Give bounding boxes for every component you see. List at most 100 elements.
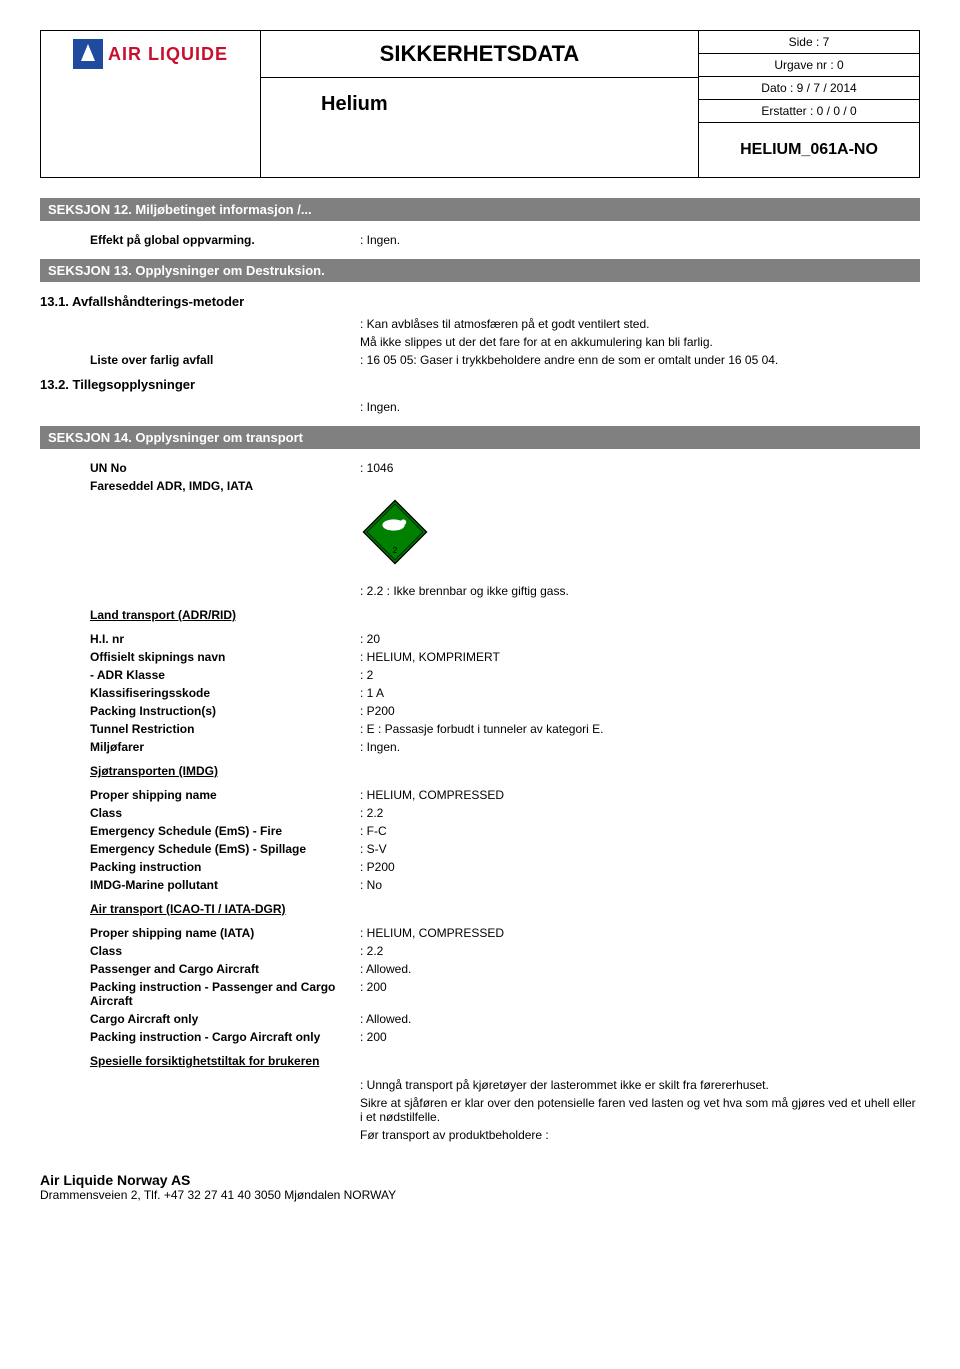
label-adr: - ADR Klasse (90, 668, 360, 682)
value-class: : 2.2 (360, 806, 920, 820)
label-fareseddel: Fareseddel ADR, IMDG, IATA (90, 479, 360, 493)
footer-address: Drammensveien 2, Tlf. +47 32 27 41 40 30… (40, 1188, 920, 1202)
label-packing: Packing Instruction(s) (90, 704, 360, 718)
row-ems-fire: Emergency Schedule (EmS) - Fire : F-C (90, 824, 920, 838)
header-container: AIR LIQUIDE SIKKERHETSDATA Helium Side :… (40, 30, 920, 178)
value-note2: Sikre at sjåføren er klar over den poten… (360, 1096, 920, 1124)
value-effekt: : Ingen. (360, 233, 920, 247)
value-packing-cargo: : 200 (360, 1030, 920, 1044)
value-cargo: : Allowed. (360, 1012, 920, 1026)
row-packing-instructions: Packing Instruction(s) : P200 (90, 704, 920, 718)
label-effekt: Effekt på global oppvarming. (90, 233, 360, 247)
label-empty-4 (90, 584, 360, 598)
row-adr-class: - ADR Klasse : 2 (90, 668, 920, 682)
row-un-no: UN No : 1046 (90, 461, 920, 475)
version-number: Urgave nr : 0 (699, 54, 919, 77)
value-packing: : P200 (360, 704, 920, 718)
value-pax: : Allowed. (360, 962, 920, 976)
section-13-2-content: : Ingen. (40, 400, 920, 414)
label-ems-fire: Emergency Schedule (EmS) - Fire (90, 824, 360, 838)
value-psn: : HELIUM, COMPRESSED (360, 788, 920, 802)
row-shipping-name: Offisielt skipnings navn : HELIUM, KOMPR… (90, 650, 920, 664)
section-13-header: SEKSJON 13. Opplysninger om Destruksion. (40, 259, 920, 282)
label-marine: IMDG-Marine pollutant (90, 878, 360, 892)
value-tillegs: : Ingen. (360, 400, 920, 414)
label-packing2: Packing instruction (90, 860, 360, 874)
label-packing-pax: Packing instruction - Passenger and Carg… (90, 980, 360, 1008)
value-klass: : 1 A (360, 686, 920, 700)
row-cargo-only: Cargo Aircraft only : Allowed. (90, 1012, 920, 1026)
value-ems-spill: : S-V (360, 842, 920, 856)
label-empty-7 (90, 1128, 360, 1142)
logo-text: AIR LIQUIDE (108, 44, 228, 65)
row-note3: Før transport av produktbeholdere : (90, 1128, 920, 1142)
value-note1: : Unngå transport på kjøretøyer der last… (360, 1078, 920, 1092)
special-precautions-heading: Spesielle forsiktighetstiltak for bruker… (90, 1054, 920, 1068)
value-tunnel: : E : Passasje forbudt i tunneler av kat… (360, 722, 920, 736)
label-empty-1 (90, 317, 360, 331)
document-title: SIKKERHETSDATA (261, 31, 698, 78)
row-class-imdg: Class : 2.2 (90, 806, 920, 820)
section-12-content: Effekt på global oppvarming. : Ingen. (40, 233, 920, 247)
row-hi-nr: H.I. nr : 20 (90, 632, 920, 646)
document-id: HELIUM_061A-NO (699, 123, 919, 177)
label-klass: Klassifiseringsskode (90, 686, 360, 700)
row-class-desc: : 2.2 : Ikke brennbar og ikke giftig gas… (90, 584, 920, 598)
row-packing-cargo: Packing instruction - Cargo Aircraft onl… (90, 1030, 920, 1044)
label-empty-3 (90, 400, 360, 414)
value-packing-pax: : 200 (360, 980, 920, 994)
value-accumulation: Må ikke slippes ut der det fare for at e… (360, 335, 920, 349)
footer: Air Liquide Norway AS Drammensveien 2, T… (40, 1172, 920, 1202)
value-miljo: : Ingen. (360, 740, 920, 754)
row-class-iata: Class : 2.2 (90, 944, 920, 958)
footer-company: Air Liquide Norway AS (40, 1172, 920, 1188)
air-transport-heading: Air transport (ICAO-TI / IATA-DGR) (90, 902, 920, 916)
subsection-13-2: 13.2. Tillegsopplysninger (40, 377, 920, 392)
label-psn: Proper shipping name (90, 788, 360, 802)
company-logo: AIR LIQUIDE (73, 39, 228, 69)
svg-text:2: 2 (393, 545, 398, 555)
value-ems-fire: : F-C (360, 824, 920, 838)
label-class2: Class (90, 944, 360, 958)
label-miljo: Miljøfarer (90, 740, 360, 754)
row-fareseddel: Fareseddel ADR, IMDG, IATA (90, 479, 920, 493)
value-psn-iata: : HELIUM, COMPRESSED (360, 926, 920, 940)
row-psn-iata: Proper shipping name (IATA) : HELIUM, CO… (90, 926, 920, 940)
sea-transport-heading: Sjøtransporten (IMDG) (90, 764, 920, 778)
value-liste: : 16 05 05: Gaser i trykkbeholdere andre… (360, 353, 920, 367)
label-ems-spill: Emergency Schedule (EmS) - Spillage (90, 842, 360, 856)
label-packing-cargo: Packing instruction - Cargo Aircraft onl… (90, 1030, 360, 1044)
product-name: Helium (261, 78, 698, 131)
label-pax: Passenger and Cargo Aircraft (90, 962, 360, 976)
date: Dato : 9 / 7 / 2014 (699, 77, 919, 100)
page-number: Side : 7 (699, 31, 919, 54)
replaces: Erstatter : 0 / 0 / 0 (699, 100, 919, 123)
label-un: UN No (90, 461, 360, 475)
gas-hazard-icon: 2 (360, 497, 430, 567)
hazard-diamond: 2 (360, 497, 920, 570)
value-note3: Før transport av produktbeholdere : (360, 1128, 920, 1142)
label-psn-iata: Proper shipping name (IATA) (90, 926, 360, 940)
label-hi: H.I. nr (90, 632, 360, 646)
section-12-header: SEKSJON 12. Miljøbetinget informasjon /.… (40, 198, 920, 221)
label-empty-6 (90, 1096, 360, 1110)
label-empty-2 (90, 335, 360, 349)
value-un: : 1046 (360, 461, 920, 475)
section-14-header: SEKSJON 14. Opplysninger om transport (40, 426, 920, 449)
row-ems-spillage: Emergency Schedule (EmS) - Spillage : S-… (90, 842, 920, 856)
logo-cell: AIR LIQUIDE (41, 31, 261, 177)
row-note2: Sikre at sjåføren er klar over den poten… (90, 1096, 920, 1124)
label-offisielt: Offisielt skipnings navn (90, 650, 360, 664)
value-class2: : 2.2 (360, 944, 920, 958)
value-hi: : 20 (360, 632, 920, 646)
label-class: Class (90, 806, 360, 820)
label-empty-5 (90, 1078, 360, 1092)
row-passenger-cargo: Passenger and Cargo Aircraft : Allowed. (90, 962, 920, 976)
label-cargo: Cargo Aircraft only (90, 1012, 360, 1026)
label-tunnel: Tunnel Restriction (90, 722, 360, 736)
value-offisielt: : HELIUM, KOMPRIMERT (360, 650, 920, 664)
row-classification-code: Klassifiseringsskode : 1 A (90, 686, 920, 700)
product-row: Helium (261, 78, 698, 131)
row-note1: : Unngå transport på kjøretøyer der last… (90, 1078, 920, 1092)
meta-cell: Side : 7 Urgave nr : 0 Dato : 9 / 7 / 20… (699, 31, 919, 177)
